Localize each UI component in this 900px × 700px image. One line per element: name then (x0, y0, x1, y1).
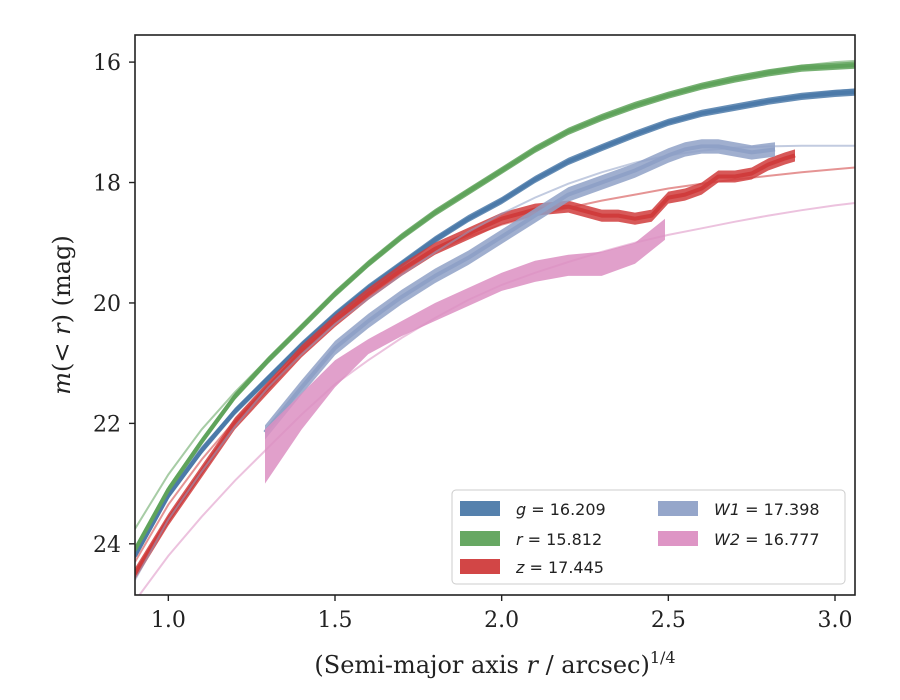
x-tick-label: 2.0 (484, 608, 519, 633)
data-line-w1 (263, 144, 776, 434)
legend-swatch-w1 (658, 501, 698, 516)
x-tick-label: 1.5 (318, 608, 353, 633)
legend-label-w2: W2 = 16.777 (714, 530, 820, 549)
y-tick-label: 20 (93, 292, 121, 317)
data-line-r (135, 63, 855, 551)
y-tick-label: 18 (93, 172, 121, 197)
plot-frame (134, 34, 856, 596)
legend-item-z: z = 17.445 (460, 558, 604, 577)
legend-swatch-w2 (658, 531, 698, 546)
legend-item-g: g = 16.209 (460, 500, 606, 519)
data-line-g (135, 90, 855, 557)
legend-label-z: z = 17.445 (515, 558, 604, 577)
legend-item-w2: W2 = 16.777 (658, 530, 820, 549)
legend-swatch-r (460, 531, 500, 546)
legend-swatch-g (460, 501, 500, 516)
x-tick-label: 3.0 (818, 608, 853, 633)
y-tick-label: 16 (93, 51, 121, 76)
series-layer (135, 59, 855, 595)
legend-item-w1: W1 = 17.398 (658, 500, 820, 519)
y-axis: 16 18 20 22 24 (93, 51, 135, 558)
y-tick-label: 24 (93, 533, 121, 558)
legend-item-r: r = 15.812 (460, 530, 602, 549)
x-tick-label: 2.5 (651, 608, 686, 633)
y-axis-label: m(< r) (mag) (48, 235, 76, 395)
x-axis: 1.0 1.5 2.0 2.5 3.0 (151, 595, 853, 633)
legend: g = 16.209 r = 15.812 z = 17.445 W1 = 17.39… (451, 489, 846, 585)
x-axis-label: (Semi-major axis r / arcsec)1/4 (314, 648, 675, 679)
legend-label-g: g = 16.209 (516, 500, 606, 519)
legend-frame (451, 489, 846, 585)
legend-label-w1: W1 = 17.398 (714, 500, 820, 519)
legend-label-r: r = 15.812 (516, 530, 602, 549)
x-tick-label: 1.0 (151, 608, 186, 633)
y-tick-label: 22 (93, 412, 121, 437)
legend-swatch-z (460, 559, 500, 574)
